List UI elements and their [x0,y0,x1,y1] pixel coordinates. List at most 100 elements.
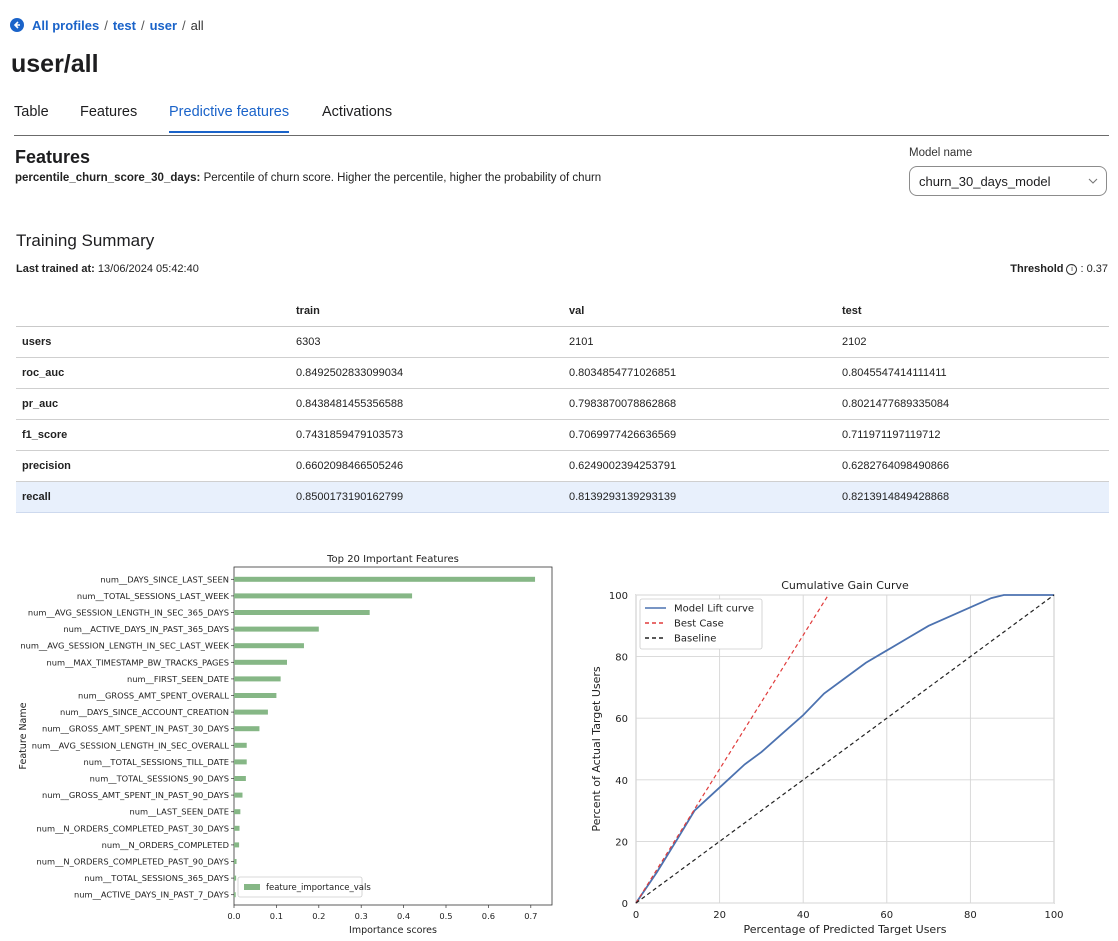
table-cell: 0.8213914849428868 [836,481,1109,513]
y-tick-label: num__TOTAL_SESSIONS_LAST_WEEK [77,591,230,601]
model-name-value: churn_30_days_model [919,174,1051,189]
row-label: pr_auc [16,388,290,420]
legend-label: Baseline [674,634,716,645]
tab-table[interactable]: Table [14,104,49,120]
y-tick-label: num__TOTAL_SESSIONS_90_DAYS [90,774,229,784]
cumulative-gain-chart: 0 20 40 60 80 100 0 20 40 60 80 100 Cumulative Gain … [590,579,1064,936]
x-tick-label: 0.7 [524,911,537,921]
bar [234,610,370,615]
x-tick-label: 40 [797,910,810,921]
x-tick-label: 0.4 [397,911,410,921]
legend-swatch [244,884,260,890]
tab-predictive-features[interactable]: Predictive features [169,104,290,133]
legend-label: Best Case [674,619,724,630]
bar [234,892,236,898]
last-trained: Last trained at: 13/06/2024 05:42:40 [16,263,199,275]
y-tick-label: num__N_ORDERS_COMPLETED_PAST_30_DAYS [36,823,229,833]
chart-title: Top 20 Important Features [326,554,459,565]
row-label: users [16,326,290,358]
bar [234,809,241,815]
feature-importance-chart: Top 20 Important Features num__DAYS_SINCE… [18,554,553,936]
x-tick-label: 20 [713,910,726,921]
threshold: Threshold i : 0.37 [1010,263,1108,275]
breadcrumb-link-all-profiles[interactable]: All profiles [32,17,100,33]
y-tick-label: num__ACTIVE_DAYS_IN_PAST_7_DAYS [74,890,229,900]
bar [234,859,237,864]
column-header: test [836,295,1109,327]
bar [234,576,536,582]
y-tick-label: num__FIRST_SEEN_DATE [127,674,229,684]
x-tick-label: 0.5 [439,911,452,921]
page-title: user/all [11,50,99,78]
table-row: pr_auc 0.8438481455356588 0.798387007886… [16,388,1109,420]
bar [234,659,287,665]
y-tick-label: num__TOTAL_SESSIONS_TILL_DATE [84,757,230,767]
bar [234,593,413,599]
y-tick-label: num__LAST_SEEN_DATE [129,807,229,817]
table-cell: 0.8492502833099034 [290,357,563,389]
y-tick-label: num__GROSS_AMT_SPENT_OVERALL [78,691,229,701]
y-tick-label: 0 [622,899,628,910]
y-tick-label: num__N_ORDERS_COMPLETED [102,840,229,850]
breadcrumb-separator: / [182,17,186,33]
table-row: roc_auc 0.8492502833099034 0.80348547710… [16,357,1109,389]
breadcrumb-link-user[interactable]: user [149,17,178,33]
info-icon[interactable]: i [1066,263,1078,275]
table-header-row: train val test [16,295,1109,327]
feature-key: percentile_churn_score_30_days: [15,172,201,184]
legend-box [639,598,763,650]
table-cell: 0.7069977426636569 [563,419,836,451]
threshold-value: : 0.37 [1080,263,1108,275]
x-tick-label: 0 [633,910,639,921]
tab-activations[interactable]: Activations [322,104,393,120]
y-axis-label: Percent of Actual Target Users [590,666,603,832]
legend-label: feature_importance_vals [266,883,371,893]
bar [234,792,243,798]
chevron-down-icon [1088,178,1098,184]
column-header: train [290,295,563,327]
feature-description-text: Percentile of churn score. Higher the pe… [200,172,602,184]
table-cell: 0.7431859479103573 [290,419,563,451]
legend-label: Model Lift curve [674,604,754,615]
model-name-select[interactable]: churn_30_days_model [909,166,1107,196]
row-label: f1_score [16,419,290,451]
y-tick-label: num__ACTIVE_DAYS_IN_PAST_365_DAYS [63,624,229,634]
y-tick-label: num__GROSS_AMT_SPENT_IN_PAST_90_DAYS [42,790,229,800]
features-title: Features [15,147,91,167]
table-cell: 0.6282764098490866 [836,450,1109,482]
tab-bar: Table Features Predictive features Activ… [14,100,1109,136]
x-tick-label: 0.2 [312,911,325,921]
bar [234,842,240,848]
bar [234,626,319,632]
last-trained-label: Last trained at: [16,263,95,275]
x-tick-label: 60 [880,910,893,921]
table-cell: 2101 [563,326,836,358]
table-cell: 0.8034854771026851 [563,357,836,389]
y-tick-label: num__N_ORDERS_COMPLETED_PAST_90_DAYS [36,857,229,867]
row-label: recall [16,481,290,513]
plot-area [233,566,553,906]
series-line [635,594,829,904]
back-arrow-icon[interactable] [10,18,24,32]
breadcrumb-link-test[interactable]: test [112,17,136,33]
table-row: users 6303 2101 2102 [16,326,1109,358]
x-tick-label: 0.3 [355,911,368,921]
training-summary-table: train val test users 6303 2101 2102 roc_… [16,295,1109,513]
y-tick-label: num__GROSS_AMT_SPENT_IN_PAST_30_DAYS [42,724,229,734]
x-tick-label: 0.1 [270,911,283,921]
bar [234,776,246,781]
table-cell: 0.8438481455356588 [290,388,563,420]
table-cell: 0.711971197119712 [836,419,1109,451]
tab-features[interactable]: Features [80,104,138,120]
breadcrumb-current: all [190,17,204,33]
x-tick-label: 100 [1044,910,1063,921]
table-cell: 0.8045547414111411 [836,357,1109,389]
bar [234,709,268,715]
table-cell: 0.8021477689335084 [836,388,1109,420]
series-line [635,594,1055,904]
threshold-label: Threshold [1010,263,1064,275]
last-trained-value: 13/06/2024 05:42:40 [94,263,199,275]
row-label: roc_auc [16,357,290,389]
chart-title: Cumulative Gain Curve [781,579,909,592]
y-tick-label: 100 [609,591,628,602]
